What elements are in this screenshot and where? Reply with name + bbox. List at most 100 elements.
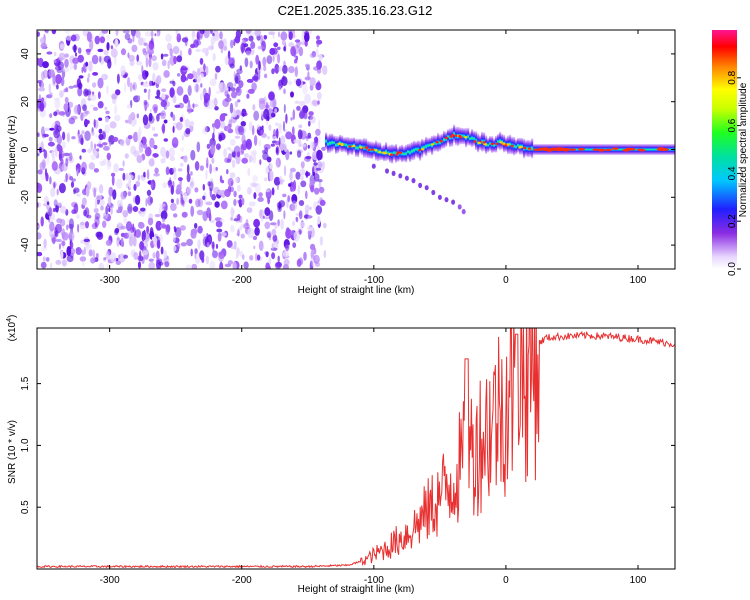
noise-blob (272, 34, 275, 39)
noise-blob (209, 137, 216, 148)
noise-blob (163, 150, 167, 161)
noise-blob (90, 140, 93, 151)
noise-blob (270, 247, 278, 251)
signal-band-segment (649, 144, 652, 155)
spectrogram-secondary-tail (371, 163, 466, 215)
noise-blob (67, 101, 70, 113)
noise-blob (196, 209, 204, 216)
noise-blob (273, 42, 279, 48)
noise-blob (243, 153, 250, 159)
noise-blob (298, 46, 304, 57)
noise-blob (229, 63, 235, 69)
noise-blob (224, 97, 232, 103)
noise-blob (118, 221, 122, 226)
noise-blob (240, 121, 246, 127)
noise-blob (77, 86, 83, 97)
noise-blob (38, 87, 46, 92)
tail-point (385, 168, 389, 174)
noise-blob (60, 77, 65, 87)
noise-blob (195, 198, 201, 208)
noise-blob (280, 135, 286, 146)
noise-blob (258, 60, 261, 71)
noise-blob (114, 227, 120, 234)
noise-blob (72, 57, 79, 65)
noise-blob (124, 33, 131, 41)
noise-blob (169, 80, 175, 84)
y-tick-label: -40 (20, 237, 31, 252)
noise-blob (230, 216, 234, 221)
noise-blob (285, 131, 293, 140)
noise-blob (278, 124, 283, 134)
signal-peak (628, 148, 636, 151)
noise-blob (316, 149, 323, 161)
noise-blob (161, 59, 167, 67)
noise-blob (309, 77, 316, 87)
tail-point (391, 170, 396, 176)
noise-blob (123, 254, 128, 259)
noise-blob (190, 248, 193, 257)
noise-blob (203, 92, 210, 104)
noise-blob (283, 165, 287, 177)
noise-blob (80, 221, 85, 226)
noise-blob (76, 168, 79, 177)
noise-blob (248, 155, 253, 163)
noise-blob (215, 143, 221, 150)
noise-blob (309, 260, 314, 269)
signal-peak (622, 149, 630, 152)
noise-blob (81, 66, 84, 73)
noise-blob (206, 157, 209, 168)
noise-blob (139, 250, 142, 261)
noise-blob (231, 159, 236, 169)
noise-blob (291, 194, 298, 204)
noise-blob (152, 62, 159, 71)
noise-blob (168, 183, 173, 189)
noise-blob (81, 161, 87, 173)
noise-blob (223, 125, 228, 132)
noise-blob (234, 100, 239, 108)
noise-blob (102, 220, 107, 228)
noise-blob (41, 246, 48, 252)
signal-band-segment (655, 144, 658, 155)
noise-blob (37, 152, 40, 157)
noise-blob (250, 151, 253, 157)
noise-blob (93, 187, 97, 198)
noise-blob (110, 206, 113, 215)
noise-blob (211, 36, 217, 40)
noise-blob (183, 155, 188, 163)
noise-blob (107, 161, 112, 167)
noise-blob (85, 221, 89, 229)
noise-blob (174, 104, 181, 109)
signal-band-segment (403, 146, 406, 162)
signal-peak (592, 148, 600, 151)
noise-blob (65, 87, 69, 93)
colorbar-tick-label: 0.2 (727, 214, 738, 228)
tail-point (411, 178, 416, 184)
noise-blob (184, 118, 190, 128)
noise-blob (42, 256, 46, 262)
noise-blob (241, 157, 248, 164)
noise-blob (149, 80, 152, 87)
snr-x-label: Height of straight line (km) (298, 584, 415, 595)
noise-blob (176, 184, 182, 193)
noise-blob (77, 47, 82, 54)
noise-blob (42, 61, 49, 69)
noise-blob (247, 88, 255, 94)
noise-blob (319, 186, 325, 194)
noise-blob (168, 147, 175, 158)
noise-blob (194, 187, 199, 193)
signal-band-segment (489, 136, 492, 152)
noise-blob (155, 95, 160, 99)
noise-blob (236, 151, 241, 158)
x-tick-label: 100 (630, 575, 647, 586)
noise-blob (220, 232, 227, 237)
snr-scale-close: ) (7, 315, 18, 318)
noise-blob (58, 183, 66, 194)
noise-blob (142, 50, 148, 56)
noise-blob (46, 154, 50, 165)
noise-blob (111, 172, 116, 177)
noise-blob (146, 225, 150, 234)
noise-blob (171, 137, 179, 149)
noise-blob (282, 64, 288, 74)
noise-blob (215, 65, 221, 73)
noise-blob (85, 61, 89, 67)
